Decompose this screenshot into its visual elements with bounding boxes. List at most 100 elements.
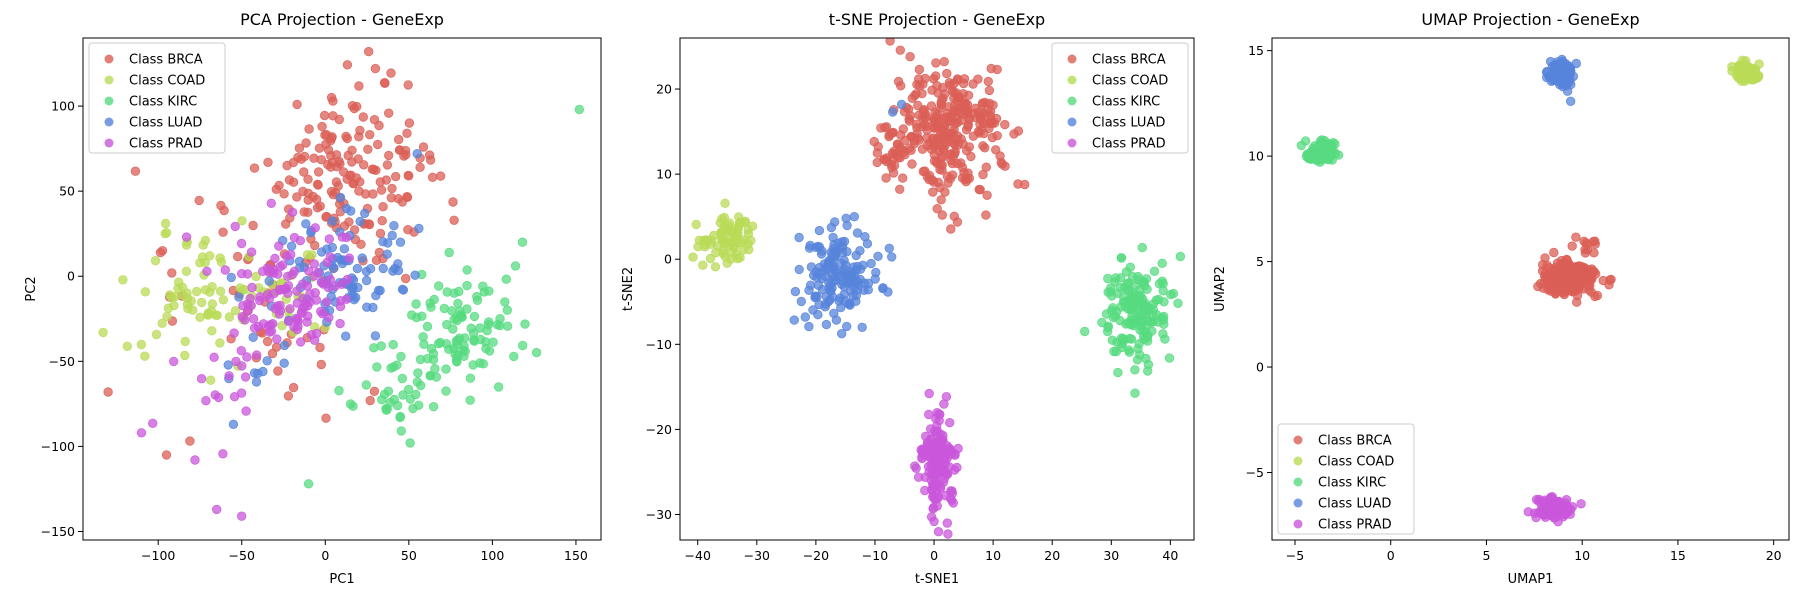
point-class-kirc <box>1157 258 1167 269</box>
point-class-prad <box>939 399 949 409</box>
point-class-brca <box>981 210 991 220</box>
x-tick-label: 30 <box>1103 548 1119 563</box>
point-class-brca <box>391 171 401 182</box>
point-class-brca <box>939 57 949 67</box>
y-tick-label: 5 <box>1256 254 1264 269</box>
point-class-kirc <box>411 299 421 309</box>
point-class-kirc <box>397 373 408 384</box>
point-class-brca <box>1571 232 1581 242</box>
point-class-luad <box>223 360 233 370</box>
point-class-luad <box>866 258 876 269</box>
point-class-coad <box>181 266 192 277</box>
point-class-brca <box>354 81 364 91</box>
point-class-prad <box>948 498 959 508</box>
point-class-brca <box>185 436 195 446</box>
point-class-coad <box>140 351 150 361</box>
point-class-brca <box>374 247 385 258</box>
y-tick-label: −100 <box>41 439 75 454</box>
point-class-luad <box>842 321 852 332</box>
point-class-brca <box>315 342 325 353</box>
point-class-brca <box>403 80 413 90</box>
point-class-brca <box>964 142 975 152</box>
point-class-brca <box>249 163 260 173</box>
point-class-kirc <box>462 265 472 275</box>
point-class-luad <box>249 368 260 378</box>
point-class-prad <box>942 518 953 528</box>
legend-label: Class COAD <box>1318 455 1394 470</box>
point-class-luad <box>317 247 327 257</box>
point-class-brca <box>942 171 953 181</box>
point-class-kirc <box>1296 140 1307 151</box>
point-class-prad <box>1576 499 1586 509</box>
point-class-coad <box>224 312 235 322</box>
point-class-brca <box>332 161 342 172</box>
point-class-prad <box>291 313 301 324</box>
point-class-luad <box>837 329 847 339</box>
point-class-kirc <box>1125 333 1135 344</box>
point-class-kirc <box>500 297 510 307</box>
point-class-kirc <box>462 280 472 291</box>
point-class-kirc <box>1116 273 1126 283</box>
point-class-kirc <box>1123 345 1134 355</box>
point-class-brca <box>375 228 386 239</box>
point-class-brca <box>968 79 978 89</box>
point-class-coad <box>182 299 193 310</box>
point-class-brca <box>960 99 971 109</box>
point-class-luad <box>1557 61 1567 72</box>
point-class-brca <box>328 96 338 106</box>
point-class-prad <box>229 328 239 338</box>
point-class-luad <box>839 282 850 292</box>
point-class-luad <box>842 273 852 284</box>
point-class-brca <box>194 195 204 206</box>
y-tick-label: −50 <box>49 354 75 369</box>
legend-label: Class COAD <box>129 74 205 89</box>
point-class-luad <box>841 213 851 224</box>
chart-panel-3: −5 0 5 10 15 20 −5 0 5 10 15 UMAP Projection - Gene… <box>1213 10 1790 587</box>
point-class-luad <box>794 264 804 275</box>
y-tick-label: −20 <box>646 422 672 437</box>
point-class-brca <box>364 46 374 57</box>
point-class-brca <box>895 184 905 195</box>
point-class-coad <box>218 295 229 305</box>
point-class-kirc <box>441 364 451 374</box>
point-class-brca <box>1556 255 1567 266</box>
point-class-brca <box>384 150 394 161</box>
point-class-kirc <box>1147 326 1157 336</box>
point-class-luad <box>352 263 363 274</box>
point-class-brca <box>313 167 324 177</box>
legend-marker <box>1067 138 1077 148</box>
legend: Class BRCA Class COAD Class KIRC Class LUAD… <box>88 42 226 154</box>
x-tick-label: −100 <box>141 548 175 563</box>
point-class-kirc <box>419 339 429 350</box>
point-class-luad <box>335 192 346 203</box>
point-class-brca <box>938 144 948 155</box>
point-class-kirc <box>428 349 439 359</box>
point-class-brca <box>167 268 177 278</box>
point-class-prad <box>935 433 946 444</box>
point-class-prad <box>136 428 147 438</box>
chart-title: PCA Projection - GeneExp <box>240 10 444 29</box>
point-class-kirc <box>441 386 451 396</box>
point-class-coad <box>207 282 217 292</box>
y-tick-label: 10 <box>656 167 672 182</box>
point-class-luad <box>393 265 404 276</box>
point-class-brca <box>323 159 333 170</box>
point-class-coad <box>705 253 716 264</box>
x-tick-label: 10 <box>985 548 1001 563</box>
point-class-kirc <box>501 274 512 284</box>
point-class-kirc <box>1139 302 1150 312</box>
legend-marker <box>104 54 114 64</box>
point-class-prad <box>237 312 247 322</box>
point-class-prad <box>946 449 956 459</box>
point-class-coad <box>743 225 753 235</box>
point-class-prad <box>935 409 945 420</box>
point-class-kirc <box>1116 253 1127 263</box>
point-class-kirc <box>520 319 530 329</box>
point-class-coad <box>180 350 190 361</box>
point-class-luad <box>852 228 863 238</box>
point-class-brca <box>910 90 920 101</box>
x-tick-label: −10 <box>862 548 888 563</box>
point-class-luad <box>805 240 815 251</box>
point-class-prad <box>292 286 302 296</box>
point-class-coad <box>151 329 162 340</box>
